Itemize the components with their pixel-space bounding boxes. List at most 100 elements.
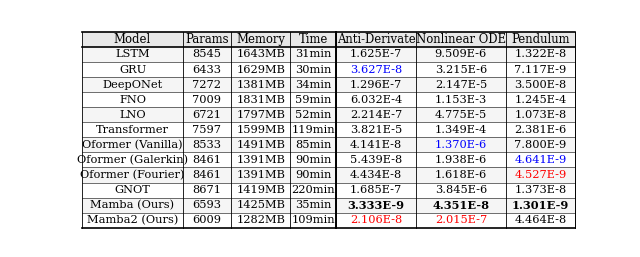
Text: 1.296E-7: 1.296E-7	[350, 80, 403, 90]
Text: 1.370E-6: 1.370E-6	[435, 140, 487, 150]
Text: 8461: 8461	[193, 155, 221, 165]
Text: Params: Params	[185, 33, 228, 46]
Text: 3.821E-5: 3.821E-5	[350, 125, 403, 135]
Bar	[83, 32, 575, 47]
Text: 1425MB: 1425MB	[236, 200, 285, 210]
Text: 8671: 8671	[193, 185, 221, 195]
Text: 3.500E-8: 3.500E-8	[515, 80, 566, 90]
Text: 6.032E-4: 6.032E-4	[350, 95, 403, 105]
Text: 4.775E-5: 4.775E-5	[435, 110, 487, 120]
Text: 6721: 6721	[193, 110, 221, 120]
Text: 8545: 8545	[193, 49, 221, 59]
Text: LSTM: LSTM	[115, 49, 150, 59]
Text: 1.373E-8: 1.373E-8	[515, 185, 566, 195]
Bar	[83, 213, 575, 228]
Text: 6593: 6593	[193, 200, 221, 210]
Text: 2.381E-6: 2.381E-6	[515, 125, 566, 135]
Text: GNOT: GNOT	[115, 185, 150, 195]
Text: 2.015E-7: 2.015E-7	[435, 215, 487, 225]
Text: 31min: 31min	[295, 49, 332, 59]
Text: Model: Model	[114, 33, 151, 46]
Text: 4.351E-8: 4.351E-8	[433, 200, 490, 211]
Text: Transformer: Transformer	[96, 125, 169, 135]
Bar	[83, 152, 575, 168]
Text: Time: Time	[299, 33, 328, 46]
Text: 1831MB: 1831MB	[236, 95, 285, 105]
Text: 35min: 35min	[295, 200, 332, 210]
Text: 7597: 7597	[193, 125, 221, 135]
Text: 7.800E-9: 7.800E-9	[515, 140, 566, 150]
Text: GRU: GRU	[119, 65, 146, 75]
Text: 3.845E-6: 3.845E-6	[435, 185, 487, 195]
Bar	[83, 62, 575, 77]
Text: Mamba2 (Ours): Mamba2 (Ours)	[87, 215, 178, 225]
Text: 119min: 119min	[292, 125, 335, 135]
Text: 34min: 34min	[295, 80, 332, 90]
Text: 1797MB: 1797MB	[236, 110, 285, 120]
Text: 4.641E-9: 4.641E-9	[515, 155, 566, 165]
Text: 52min: 52min	[295, 110, 332, 120]
Text: 4.434E-8: 4.434E-8	[350, 170, 403, 180]
Text: 30min: 30min	[295, 65, 332, 75]
Text: 1.073E-8: 1.073E-8	[515, 110, 566, 120]
Text: 1419MB: 1419MB	[236, 185, 285, 195]
Bar	[83, 47, 575, 62]
Text: 90min: 90min	[295, 170, 332, 180]
Text: 2.147E-5: 2.147E-5	[435, 80, 487, 90]
Text: 1.618E-6: 1.618E-6	[435, 170, 487, 180]
Text: 6433: 6433	[193, 65, 221, 75]
Text: 7272: 7272	[193, 80, 221, 90]
Text: DeepONet: DeepONet	[102, 80, 163, 90]
Text: 1.349E-4: 1.349E-4	[435, 125, 487, 135]
Text: 2.214E-7: 2.214E-7	[350, 110, 403, 120]
Bar	[83, 92, 575, 107]
Text: 1.301E-9: 1.301E-9	[512, 200, 569, 211]
Text: Memory: Memory	[236, 33, 285, 46]
Text: 3.215E-6: 3.215E-6	[435, 65, 487, 75]
Text: 85min: 85min	[295, 140, 332, 150]
Text: 5.439E-8: 5.439E-8	[350, 155, 403, 165]
Text: 4.141E-8: 4.141E-8	[350, 140, 403, 150]
Text: 8533: 8533	[193, 140, 221, 150]
Text: Anti-Derivate: Anti-Derivate	[337, 33, 415, 46]
Text: Nonlinear ODE: Nonlinear ODE	[416, 33, 506, 46]
Text: 1391MB: 1391MB	[236, 155, 285, 165]
Text: 1643MB: 1643MB	[236, 49, 285, 59]
Text: Oformer (Galerkin): Oformer (Galerkin)	[77, 155, 188, 165]
Text: 1381MB: 1381MB	[236, 80, 285, 90]
Text: 3.627E-8: 3.627E-8	[350, 65, 403, 75]
Text: 1491MB: 1491MB	[236, 140, 285, 150]
Bar	[83, 137, 575, 152]
Text: LNO: LNO	[119, 110, 146, 120]
Text: 1599MB: 1599MB	[236, 125, 285, 135]
Text: 1.153E-3: 1.153E-3	[435, 95, 487, 105]
Text: Pendulum: Pendulum	[511, 33, 570, 46]
Text: 1.938E-6: 1.938E-6	[435, 155, 487, 165]
Text: 1629MB: 1629MB	[236, 65, 285, 75]
Text: 4.464E-8: 4.464E-8	[515, 215, 566, 225]
Text: Oformer (Fourier): Oformer (Fourier)	[80, 170, 185, 180]
Text: 7009: 7009	[193, 95, 221, 105]
Text: 1.245E-4: 1.245E-4	[515, 95, 566, 105]
Text: 1.322E-8: 1.322E-8	[515, 49, 566, 59]
Text: 6009: 6009	[193, 215, 221, 225]
Text: Mamba (Ours): Mamba (Ours)	[90, 200, 175, 210]
Bar	[83, 122, 575, 137]
Bar	[83, 168, 575, 182]
Bar	[83, 107, 575, 122]
Text: 4.527E-9: 4.527E-9	[515, 170, 566, 180]
Text: 1391MB: 1391MB	[236, 170, 285, 180]
Text: 90min: 90min	[295, 155, 332, 165]
Text: 1.625E-7: 1.625E-7	[350, 49, 403, 59]
Bar	[83, 77, 575, 92]
Bar	[83, 182, 575, 198]
Text: 7.117E-9: 7.117E-9	[515, 65, 566, 75]
Text: 8461: 8461	[193, 170, 221, 180]
Text: 3.333E-9: 3.333E-9	[348, 200, 404, 211]
Text: 59min: 59min	[295, 95, 332, 105]
Text: 9.509E-6: 9.509E-6	[435, 49, 487, 59]
Text: 1282MB: 1282MB	[236, 215, 285, 225]
Text: 220min: 220min	[292, 185, 335, 195]
Text: Oformer (Vanilla): Oformer (Vanilla)	[82, 140, 183, 150]
Text: 2.106E-8: 2.106E-8	[350, 215, 403, 225]
